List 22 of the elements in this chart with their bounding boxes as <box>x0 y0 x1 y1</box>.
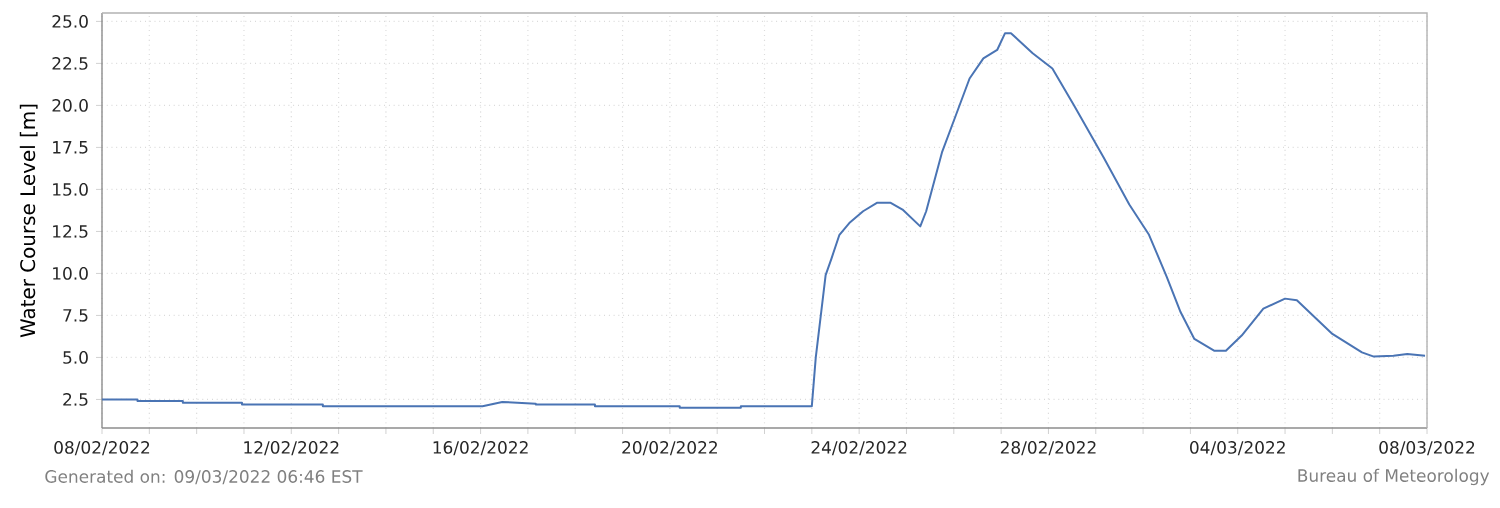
line-series <box>101 32 1427 409</box>
x-tick-label: 12/02/2022 <box>244 441 339 456</box>
x-tick-label: 28/02/2022 <box>1000 441 1096 456</box>
x-tick-label: 16/02/2022 <box>433 441 528 456</box>
x-tick-label: 08/03/2022 <box>1379 441 1475 456</box>
y-tick-label: 17.5 <box>53 141 88 154</box>
y-tick-label: 12.5 <box>53 225 88 238</box>
y-tick-label: 25.0 <box>52 15 88 28</box>
y-tick-label: 2.5 <box>63 393 88 406</box>
x-tick-label: 04/03/2022 <box>1190 441 1285 456</box>
text: Generated on: 09/03/2022 06:46 EST <box>45 469 363 485</box>
y-tick-label: 7.5 <box>63 309 88 322</box>
y-tick-label: 22.5 <box>52 57 88 70</box>
text: Bureau of Meteorology <box>1298 468 1490 486</box>
y-tick-label: 15.0 <box>53 183 88 196</box>
x-tick-label: 24/02/2022 <box>811 441 907 456</box>
y-tick-label: 5.0 <box>63 351 88 364</box>
x-tick-label: 08/02/2022 <box>54 441 150 456</box>
x-tick-label: 20/02/2022 <box>622 441 717 456</box>
y-tick-label: 20.0 <box>52 99 88 112</box>
y-axis-title: Water Course Level [m] <box>19 104 38 338</box>
y-tick-label: 10.0 <box>53 267 88 280</box>
